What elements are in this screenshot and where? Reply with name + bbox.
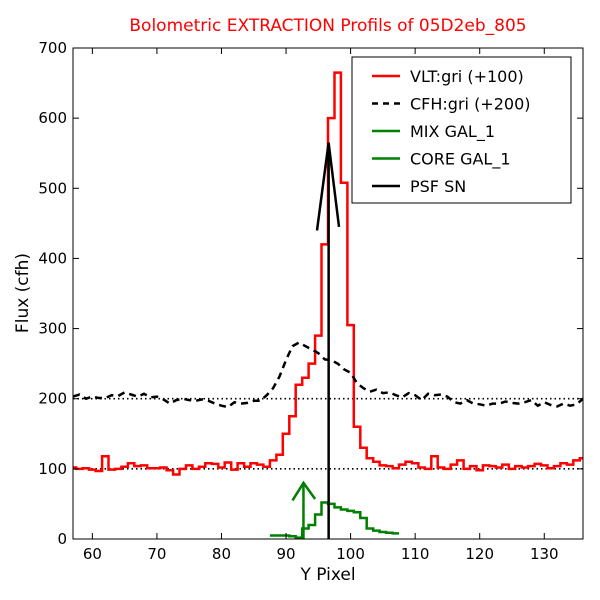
legend-label-2: CFH:gri (+200)	[410, 95, 531, 114]
y-tick-label: 400	[38, 249, 67, 267]
x-tick-label: 90	[276, 545, 295, 563]
x-tick-label: 100	[336, 545, 365, 563]
y-tick-label: 700	[38, 39, 67, 57]
plot-frame	[72, 47, 584, 540]
legend: VLT:gri (+100) CFH:gri (+200) MIX GAL_1 COR…	[351, 56, 572, 204]
y-tick-label: 300	[38, 320, 67, 338]
series-line-4	[269, 501, 399, 539]
x-tick-label: 60	[83, 545, 102, 563]
legend-label-1: VLT:gri (+100)	[410, 67, 524, 86]
x-tick-label: 130	[530, 545, 559, 563]
y-tick-label: 600	[38, 109, 67, 127]
legend-label-4: CORE GAL_1	[410, 150, 511, 170]
y-tick-label: 200	[38, 390, 67, 408]
legend-label-3: MIX GAL_1	[410, 122, 495, 142]
x-tick-label: 70	[147, 545, 166, 563]
y-tick-label: 0	[57, 530, 67, 548]
x-axis-label: Y Pixel	[299, 565, 355, 585]
axis-ticks: 60 70 80 90 100 110 120 130 0 100 200 300 400 500 600 7…	[38, 39, 583, 563]
series-line-1	[73, 71, 583, 476]
y-tick-label: 500	[38, 179, 67, 197]
legend-label-5: PSF SN	[410, 177, 466, 196]
x-tick-label: 120	[465, 545, 494, 563]
chart-title: Bolometric EXTRACTION Profils of 05D2eb_…	[129, 16, 526, 36]
y-axis-label: Flux (cfh)	[13, 253, 33, 333]
plot-area	[73, 71, 583, 539]
x-tick-label: 110	[401, 545, 430, 563]
x-tick-label: 80	[212, 545, 231, 563]
y-tick-label: 100	[38, 460, 67, 478]
